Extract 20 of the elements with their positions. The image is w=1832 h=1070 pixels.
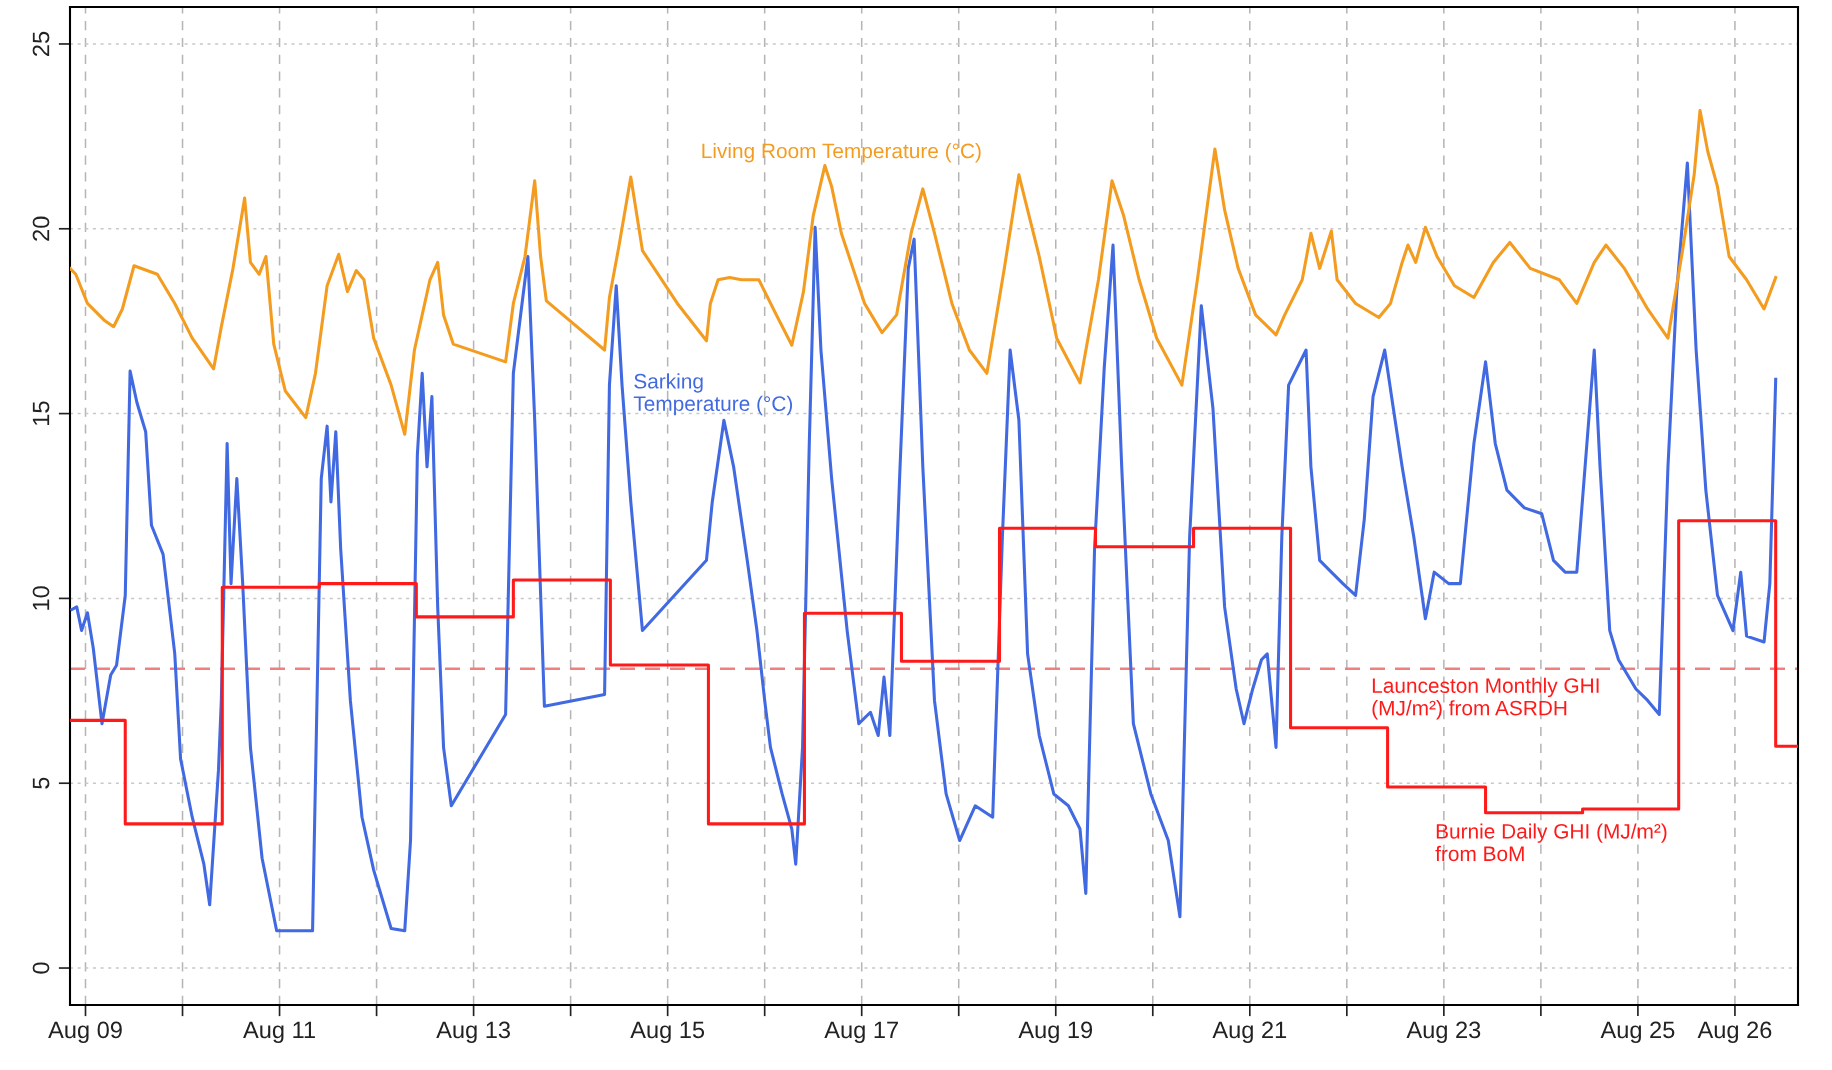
x-tick-label: Aug 17	[824, 1021, 898, 1043]
x-tick-label: Aug 15	[630, 1021, 705, 1043]
x-tick-label: Aug 25	[1600, 1021, 1675, 1043]
x-tick-label: Aug 13	[436, 1021, 510, 1043]
y-tick-label: 0	[32, 962, 50, 974]
series-label: Living Room Temperature (°C)	[702, 143, 981, 163]
x-tick-label: Aug 11	[243, 1021, 315, 1043]
series-label: Sarking Temperature (°C)	[633, 373, 793, 416]
x-tick-label: Aug 19	[1018, 1021, 1093, 1043]
y-tick-label: 10	[32, 586, 50, 610]
y-tick-label: 15	[32, 401, 50, 425]
x-tick-label: Aug 23	[1406, 1021, 1481, 1043]
y-tick-label: 5	[32, 777, 50, 789]
ref-line-label: Launceston Monthly GHI (MJ/m²) from ASRDH	[1372, 677, 1599, 720]
y-tick-label: 25	[32, 31, 50, 56]
x-tick-label: Aug 21	[1212, 1021, 1287, 1043]
x-tick-label: Aug 26	[1697, 1021, 1772, 1043]
x-tick-label: Aug 09	[48, 1021, 122, 1043]
series-label: Burnie Daily GHI (MJ/m²) from BoM	[1435, 823, 1667, 862]
y-tick-label: 20	[32, 216, 50, 241]
